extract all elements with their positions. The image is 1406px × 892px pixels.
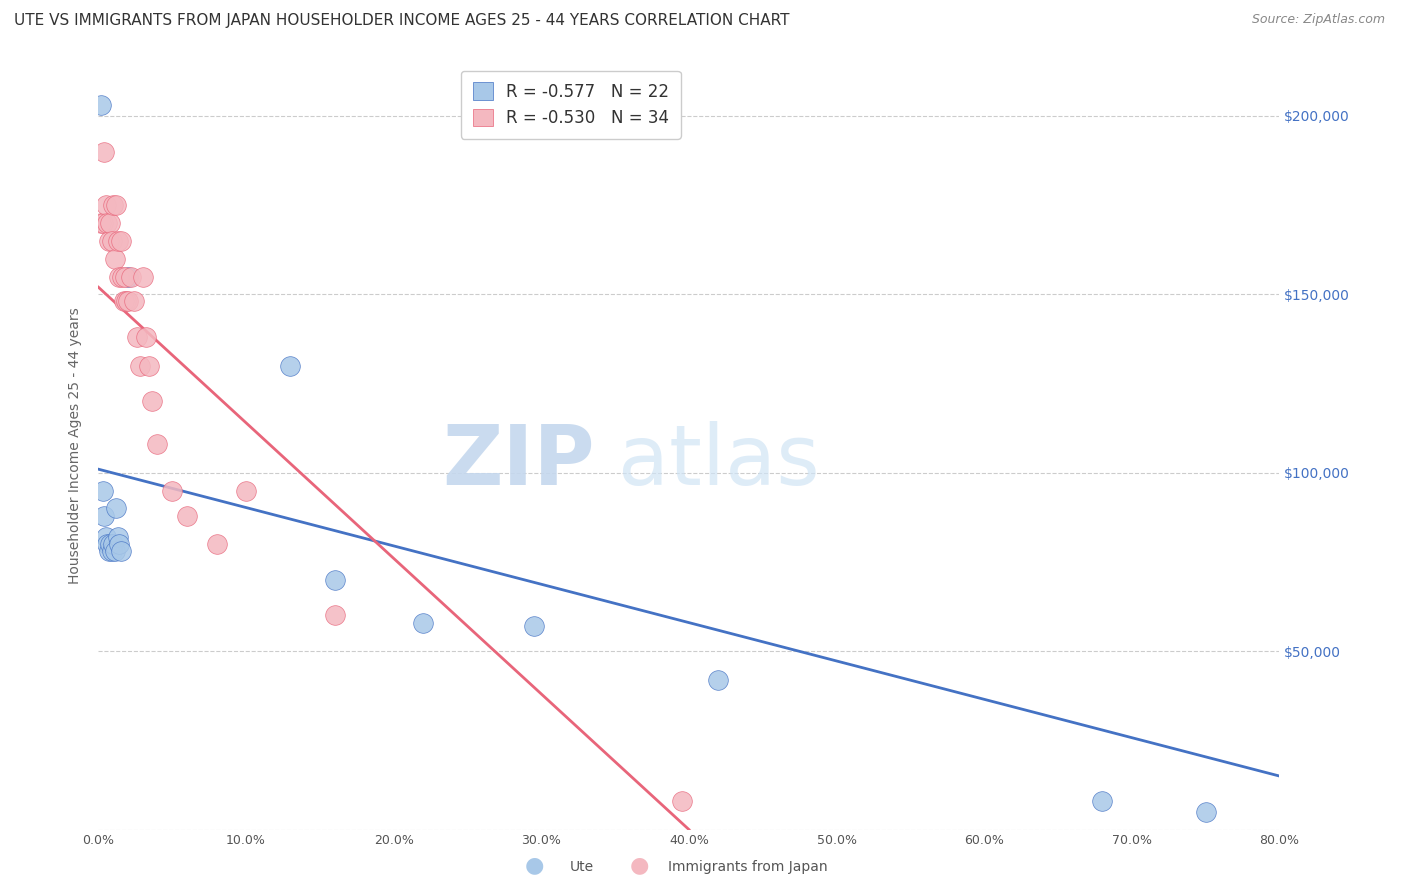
Point	[110, 234, 132, 248]
Point	[114, 269, 136, 284]
Point	[96, 537, 118, 551]
Point	[115, 294, 138, 309]
Point	[103, 537, 125, 551]
Point	[93, 508, 115, 523]
Point	[96, 216, 118, 230]
Point	[100, 544, 122, 558]
Point	[280, 359, 302, 373]
Point	[90, 98, 112, 112]
Point	[90, 216, 112, 230]
Point	[105, 501, 128, 516]
Point	[94, 198, 117, 212]
Point	[141, 394, 163, 409]
Point	[120, 269, 142, 284]
Y-axis label: Householder Income Ages 25 - 44 years: Householder Income Ages 25 - 44 years	[69, 308, 83, 584]
Point	[107, 234, 129, 248]
Point	[235, 483, 257, 498]
Point	[671, 794, 693, 808]
Point	[117, 294, 139, 309]
Text: Source: ZipAtlas.com: Source: ZipAtlas.com	[1251, 13, 1385, 27]
Point	[91, 483, 114, 498]
Point	[122, 294, 145, 309]
Point	[323, 608, 346, 623]
Point	[110, 544, 132, 558]
Point	[103, 198, 125, 212]
Point	[97, 234, 120, 248]
Point	[523, 619, 546, 633]
Point	[205, 537, 228, 551]
Point	[104, 544, 127, 558]
Text: ●: ●	[630, 855, 650, 875]
Point	[132, 269, 155, 284]
Point	[94, 530, 117, 544]
Point	[125, 330, 148, 344]
Point	[108, 269, 131, 284]
Point	[323, 573, 346, 587]
Legend: R = -0.577   N = 22, R = -0.530   N = 34: R = -0.577 N = 22, R = -0.530 N = 34	[461, 70, 681, 139]
Text: UTE VS IMMIGRANTS FROM JAPAN HOUSEHOLDER INCOME AGES 25 - 44 YEARS CORRELATION C: UTE VS IMMIGRANTS FROM JAPAN HOUSEHOLDER…	[14, 13, 790, 29]
Point	[100, 234, 122, 248]
Point	[176, 508, 198, 523]
Point	[117, 269, 139, 284]
Point	[135, 330, 157, 344]
Text: Immigrants from Japan: Immigrants from Japan	[668, 860, 828, 874]
Point	[1091, 794, 1114, 808]
Point	[1195, 805, 1218, 819]
Text: ●: ●	[524, 855, 544, 875]
Point	[707, 673, 730, 687]
Point	[91, 216, 114, 230]
Point	[108, 537, 131, 551]
Point	[146, 437, 169, 451]
Point	[138, 359, 160, 373]
Point	[93, 145, 115, 159]
Point	[98, 537, 121, 551]
Text: Ute: Ute	[569, 860, 593, 874]
Text: ZIP: ZIP	[441, 421, 595, 502]
Point	[105, 198, 128, 212]
Point	[104, 252, 127, 266]
Point	[107, 530, 129, 544]
Point	[128, 359, 150, 373]
Point	[112, 294, 135, 309]
Text: atlas: atlas	[619, 421, 820, 502]
Point	[111, 269, 134, 284]
Point	[412, 615, 434, 630]
Point	[98, 216, 121, 230]
Point	[97, 544, 120, 558]
Point	[162, 483, 183, 498]
